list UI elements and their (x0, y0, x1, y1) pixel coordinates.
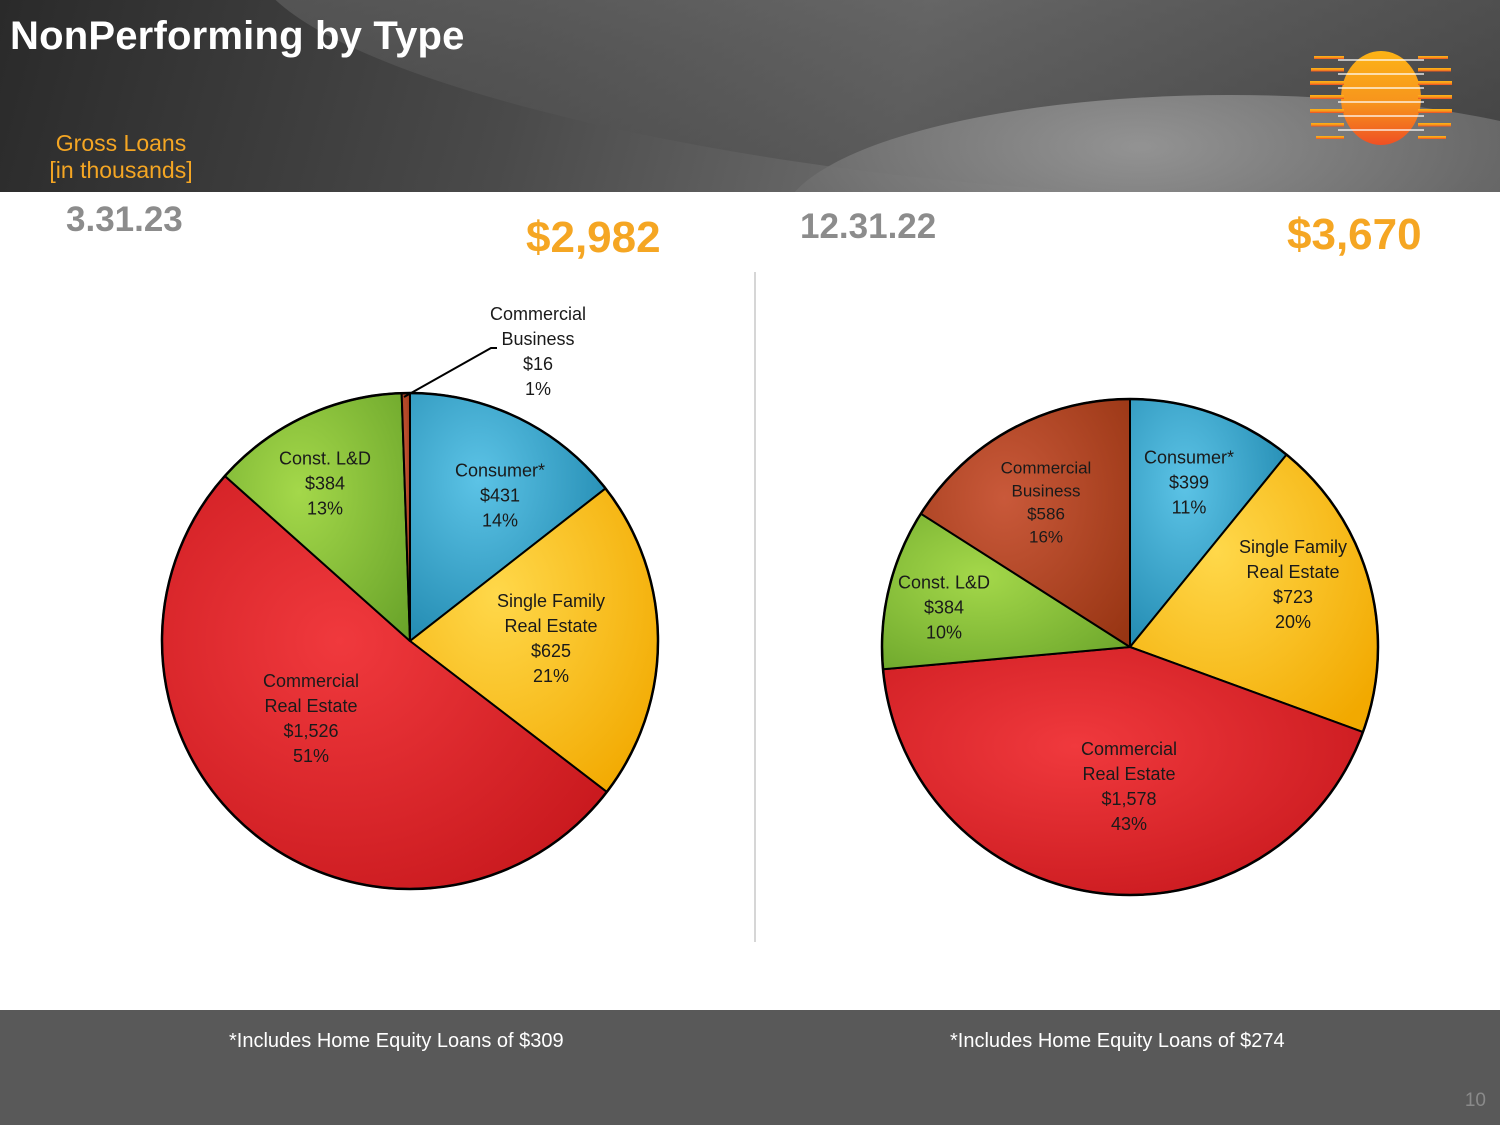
pie-slice-label: Const. L&D $384 13% (279, 448, 371, 518)
right-chart-total: $3,670 (1287, 210, 1422, 259)
pie-slice-label: Const. L&D $384 10% (898, 572, 990, 642)
callout-leader-line (403, 347, 497, 398)
left-footnote: *Includes Home Equity Loans of $309 (229, 1030, 564, 1052)
left-chart-date: 3.31.23 (66, 200, 183, 239)
pie-outline (880, 397, 1380, 897)
pie-slice-label: Single Family Real Estate $723 20% (1239, 537, 1347, 632)
pie-slice-label: Commercial Real Estate $1,578 43% (1081, 739, 1177, 834)
pie-slice-label: Consumer* $431 14% (455, 460, 545, 530)
pie-slice-label: Commercial Business $16 1% (490, 304, 586, 399)
pie-slice-label: Commercial Real Estate $1,526 51% (263, 671, 359, 766)
page-number: 10 (1464, 1090, 1486, 1111)
left-chart-total: $2,982 (526, 213, 661, 262)
chart-divider (754, 272, 756, 942)
pie-slice-label: Consumer* $399 11% (1144, 447, 1234, 517)
right-footnote: *Includes Home Equity Loans of $274 (950, 1030, 1285, 1052)
pie-slice-label: Single Family Real Estate $625 21% (497, 591, 605, 686)
pie-slice-label: Commercial Business $586 16% (1001, 458, 1092, 546)
page-title: NonPerforming by Type (10, 14, 465, 58)
subtitle-line: [in thousands] (49, 157, 193, 183)
subtitle-line: Gross Loans (55, 130, 187, 156)
right-chart-date: 12.31.22 (800, 207, 937, 246)
page-subtitle: Gross Loans [in thousands] (36, 130, 206, 184)
sun-logo-icon (1310, 51, 1452, 145)
footer-bar (0, 1010, 1500, 1125)
